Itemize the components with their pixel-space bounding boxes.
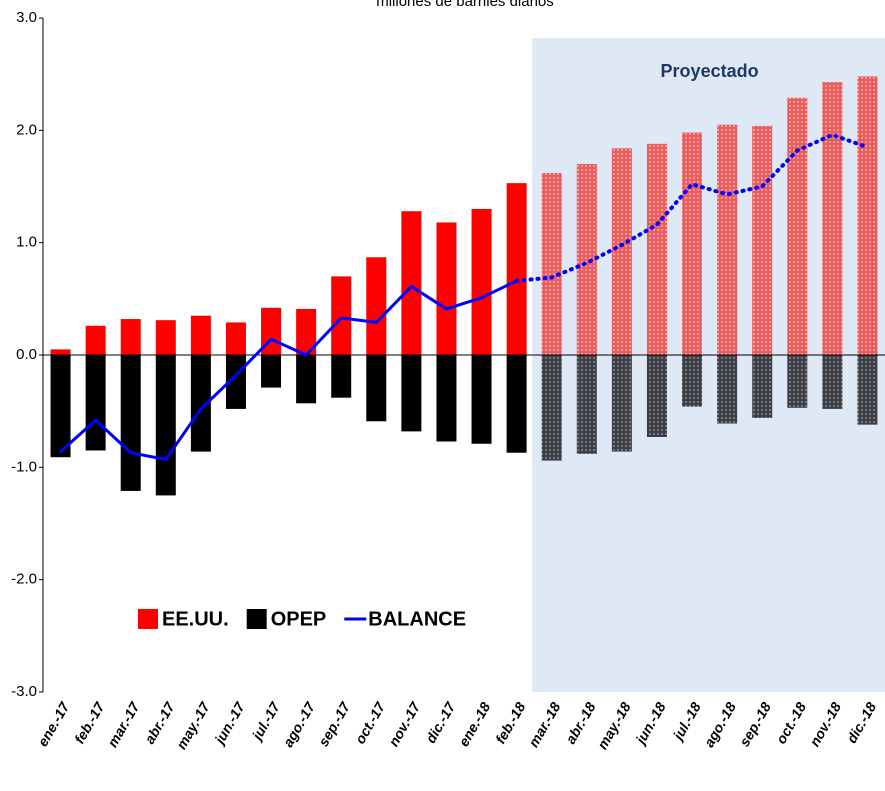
legend-label: OPEP xyxy=(271,608,327,630)
bar xyxy=(541,173,562,355)
bar xyxy=(296,308,317,355)
bar xyxy=(436,355,457,442)
bar xyxy=(682,355,703,407)
bar xyxy=(611,355,632,452)
bar xyxy=(120,355,141,491)
bar xyxy=(331,276,352,355)
x-tick-label: abr.-17 xyxy=(141,698,178,746)
bar xyxy=(752,125,773,355)
x-tick-label: abr.-18 xyxy=(562,699,599,746)
bar xyxy=(576,355,597,454)
y-tick-label: -2.0 xyxy=(11,571,37,588)
legend-swatch xyxy=(138,609,158,629)
y-tick-label: 0.0 xyxy=(16,346,37,363)
bar xyxy=(576,164,597,355)
x-tick-label: jul.-17 xyxy=(248,698,284,744)
bar xyxy=(822,355,843,409)
y-tick-label: 2.0 xyxy=(16,121,37,138)
bar xyxy=(787,97,808,356)
bar xyxy=(717,355,738,424)
bar xyxy=(261,355,282,388)
x-tick-label: dic.-18 xyxy=(843,699,879,746)
x-tick-label: mar.-17 xyxy=(104,698,143,750)
bar xyxy=(752,355,773,418)
balance-line xyxy=(514,132,870,283)
x-tick-label: sep.-17 xyxy=(315,698,354,749)
x-tick-label: feb.-17 xyxy=(71,698,108,746)
bar xyxy=(225,322,246,355)
bar xyxy=(50,349,71,355)
y-tick-label: -1.0 xyxy=(11,458,37,475)
bar xyxy=(120,319,141,355)
x-tick-label: jul.-18 xyxy=(669,699,704,744)
bar xyxy=(717,124,738,355)
bar xyxy=(506,183,527,355)
y-tick-label: 1.0 xyxy=(16,234,37,251)
x-tick-label: nov.-18 xyxy=(806,699,844,749)
bar xyxy=(190,315,211,355)
balance-line xyxy=(59,279,519,462)
projection-label: Proyectado xyxy=(661,61,759,81)
bar xyxy=(787,355,808,408)
y-tick-label: -3.0 xyxy=(11,683,37,700)
bar xyxy=(857,355,878,425)
x-tick-label: may.-17 xyxy=(173,698,213,752)
x-tick-label: may.-18 xyxy=(594,699,634,752)
x-tick-label: oct.-17 xyxy=(352,698,389,746)
bar xyxy=(366,355,387,422)
bar xyxy=(155,320,176,355)
bar xyxy=(611,148,632,355)
bar xyxy=(331,355,352,398)
x-tick-label: ene.-17 xyxy=(34,698,73,749)
bar xyxy=(85,355,106,451)
bar xyxy=(155,355,176,496)
x-tick-label: sep.-18 xyxy=(736,699,774,749)
bar xyxy=(646,143,667,355)
x-tick-label: oct.-18 xyxy=(773,699,810,746)
x-tick-label: nov.-17 xyxy=(385,698,424,749)
bar xyxy=(366,257,387,355)
chart-subtitle: millones de barriles diarios xyxy=(376,0,554,10)
legend-label: EE.UU. xyxy=(162,608,229,630)
bar xyxy=(857,76,878,355)
bar xyxy=(296,355,317,404)
bar xyxy=(646,355,667,438)
bar xyxy=(436,222,457,355)
x-tick-label: ene.-18 xyxy=(455,699,493,749)
x-tick-label: dic.-17 xyxy=(422,698,459,745)
bar xyxy=(471,355,492,444)
y-tick-label: 3.0 xyxy=(16,9,37,26)
bar xyxy=(401,355,422,432)
bar xyxy=(541,355,562,461)
x-tick-label: ago.-17 xyxy=(280,698,319,749)
bar xyxy=(401,211,422,355)
x-tick-label: feb.-18 xyxy=(492,699,529,746)
x-tick-label: jun.-17 xyxy=(210,698,248,748)
bar xyxy=(50,355,71,458)
bar xyxy=(190,355,211,452)
x-tick-label: jun.-18 xyxy=(631,699,669,748)
bar xyxy=(682,132,703,355)
bar xyxy=(85,325,106,355)
bar xyxy=(471,208,492,355)
legend-label: BALANCE xyxy=(368,608,466,630)
x-tick-label: ago.-18 xyxy=(701,699,739,750)
bar xyxy=(506,355,527,453)
x-tick-label: mar.-18 xyxy=(525,699,563,750)
bar xyxy=(822,82,843,355)
legend-swatch xyxy=(246,609,267,629)
